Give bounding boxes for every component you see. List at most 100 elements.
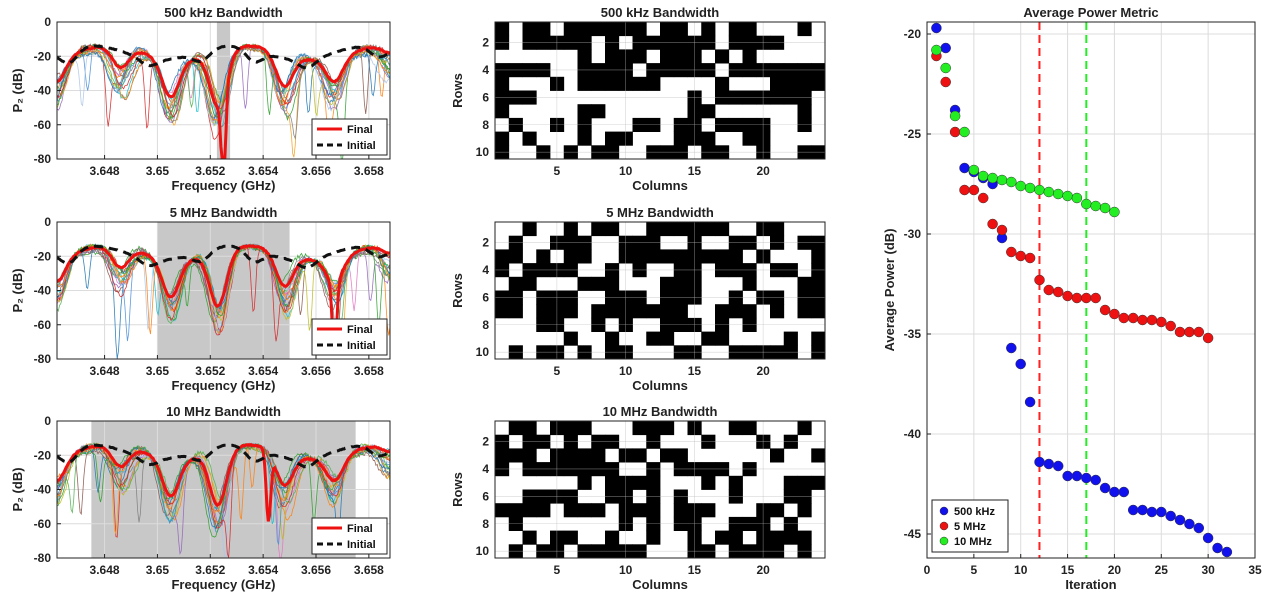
map-cell-on <box>646 222 661 237</box>
x-tick-label: 3.652 <box>195 364 225 378</box>
point-10mhz <box>959 126 970 138</box>
y-tick-label: 8 <box>482 118 489 132</box>
map-cell-on <box>632 22 647 37</box>
y-tick-label: 2 <box>482 36 489 50</box>
chart-title: 10 MHz Bandwidth <box>166 404 281 419</box>
initial-trace <box>57 244 390 270</box>
map-cell-on <box>591 22 606 37</box>
map-cell-on <box>742 131 757 146</box>
map-cell-on <box>632 448 647 463</box>
x-tick-label: 3.65 <box>146 364 170 378</box>
map-cell-on <box>646 304 661 319</box>
map-cell-on <box>563 421 578 436</box>
map-cell-on <box>715 76 730 91</box>
map-cell-on <box>811 304 826 319</box>
point-500khz <box>1034 456 1045 468</box>
map-cell-on <box>577 49 592 64</box>
map-cell-on <box>605 131 620 146</box>
map-cell-on <box>605 530 620 545</box>
point-10mhz <box>1006 176 1017 188</box>
map-frame <box>494 420 826 559</box>
iteration-trace <box>57 443 390 538</box>
x-tick-label: 0 <box>924 563 931 577</box>
point-5mhz <box>1099 304 1111 316</box>
x-axis-label: Columns <box>632 178 688 193</box>
map-cell-on <box>563 304 578 319</box>
y-tick-label: -20 <box>34 249 52 263</box>
map-cell-on <box>577 421 592 436</box>
map-cell-on <box>522 503 537 518</box>
map-cell-on <box>770 448 785 463</box>
point-500khz <box>1043 458 1055 470</box>
point-500khz <box>1052 460 1064 472</box>
map-cell-on <box>536 503 551 518</box>
map-cell-on <box>508 304 523 319</box>
map-cell-on <box>715 331 730 346</box>
chart-title: Average Power Metric <box>1023 5 1158 20</box>
x-tick-label: 10 <box>619 364 633 378</box>
map-cell-on <box>646 421 661 436</box>
point-5mhz <box>1184 326 1195 338</box>
map-cell-on <box>660 448 675 463</box>
map-cell-on <box>536 304 551 319</box>
map-cell-on <box>797 22 812 37</box>
map-cell-on <box>563 530 578 545</box>
point-5mhz <box>1006 246 1017 258</box>
point-5mhz <box>1062 290 1073 302</box>
y-tick-label: -40 <box>34 84 52 98</box>
map-cell-on <box>646 503 661 518</box>
point-500khz <box>1081 472 1092 484</box>
point-500khz <box>1062 470 1073 482</box>
point-500khz <box>1090 474 1101 486</box>
map-cell-on <box>646 249 661 264</box>
map-cell-on <box>591 222 606 237</box>
line-plot-1 <box>56 21 391 160</box>
map-cell-on <box>591 76 606 91</box>
point-10mhz <box>977 170 989 182</box>
map-cell-on <box>701 22 716 37</box>
map-cell-on <box>797 304 812 319</box>
map-cell-on <box>742 22 757 37</box>
initial-trace <box>57 44 390 70</box>
map-cell-on <box>577 249 592 264</box>
x-tick-label: 3.652 <box>195 164 225 178</box>
map-cell-on <box>660 22 675 37</box>
x-tick-label: 35 <box>1248 563 1262 577</box>
legend-final-label: Final <box>347 124 373 136</box>
map-cell-on <box>728 249 743 264</box>
map-cell-on <box>728 421 743 436</box>
map-cell-on <box>522 222 537 237</box>
map-cell-on <box>770 304 785 319</box>
map-cell-on <box>783 530 798 545</box>
map-cell-on <box>522 530 537 545</box>
chart-title: 500 kHz Bandwidth <box>164 5 283 20</box>
map-cell-on <box>605 22 620 37</box>
point-5mhz <box>1071 292 1083 304</box>
x-axis-label: Frequency (GHz) <box>171 378 275 393</box>
y-tick-label: -30 <box>904 227 922 241</box>
x-axis-label: Columns <box>632 378 688 393</box>
map-cell-on <box>715 304 730 319</box>
legend-final-label: Final <box>347 523 373 535</box>
point-500khz <box>1109 486 1120 498</box>
point-500khz <box>1006 342 1017 354</box>
point-5mhz <box>1146 314 1158 326</box>
x-tick-label: 5 <box>554 164 561 178</box>
point-5mhz <box>1090 292 1101 304</box>
map-cell-on <box>591 448 606 463</box>
legend-initial-label: Initial <box>347 340 376 352</box>
chart-title: 10 MHz Bandwidth <box>603 404 718 419</box>
map-cell-on <box>563 503 578 518</box>
y-tick-label: -60 <box>34 517 52 531</box>
map-cell-on <box>673 249 688 264</box>
map-cell-on <box>577 503 592 518</box>
map-cell-on <box>811 276 826 291</box>
point-5mhz <box>1156 316 1167 328</box>
x-tick-label: 30 <box>1201 563 1215 577</box>
y-tick-label: 0 <box>44 15 51 29</box>
map-cell-on <box>522 22 537 37</box>
y-tick-label: 4 <box>482 263 489 277</box>
map-cell-on <box>508 421 523 436</box>
point-5mhz <box>1034 274 1045 286</box>
map-cell-on <box>508 276 523 291</box>
